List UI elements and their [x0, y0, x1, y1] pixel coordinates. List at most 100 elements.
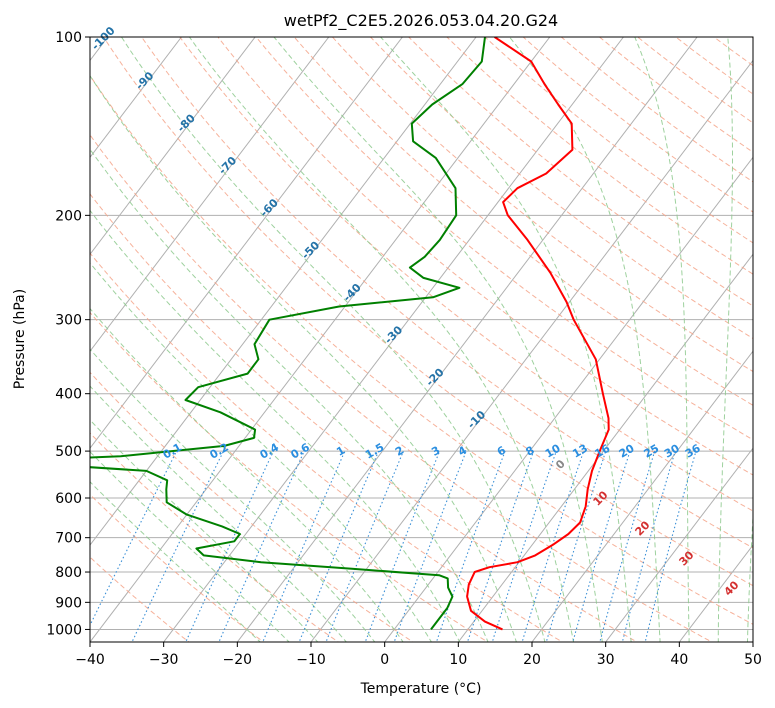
dry-adiabat-lines [90, 37, 753, 642]
moist-adiabat-label: 30 [677, 548, 697, 568]
mixing-ratio-line [364, 450, 441, 642]
mixing-ratio-line [218, 450, 305, 642]
y-axis-label: Pressure (hPa) [12, 289, 28, 389]
x-tick-label: 50 [744, 652, 762, 668]
isobar-grid [90, 37, 753, 630]
dry-adiabat-line [522, 37, 753, 213]
isotherm-line [678, 544, 753, 642]
x-tick-label: 20 [523, 652, 541, 668]
x-tick-label: −10 [296, 652, 326, 668]
mixing-ratio-label: 1.5 [363, 441, 386, 462]
dry-adiabat-line [331, 37, 753, 373]
moist-adiabat-line [90, 74, 518, 642]
mixing-ratio-line [572, 450, 631, 642]
dry-adiabat-label: -90 [133, 69, 156, 92]
x-axis-label: Temperature (°C) [360, 681, 482, 697]
dry-adiabat-line [90, 432, 340, 642]
x-tick-label: 10 [449, 652, 467, 668]
dry-adiabat-line [674, 37, 753, 95]
isotherm-line [90, 37, 403, 449]
dry-adiabat-line [636, 37, 753, 124]
mixing-ratio-line [466, 450, 535, 642]
moist-adiabat-line [509, 37, 661, 642]
y-axis-ticks: 100 200 300 400 500 600 700 800 900 1000 [46, 30, 90, 638]
isotherm-line [384, 156, 753, 642]
moist-adiabat-line [273, 37, 603, 642]
mixing-ratio-line [545, 450, 607, 642]
moist-adiabat-line [90, 262, 432, 642]
moist-adiabat-line [90, 307, 404, 642]
moist-adiabat-line [717, 37, 733, 642]
plot-area [90, 37, 753, 642]
isotherm-line [236, 37, 698, 642]
mixing-ratio-line [644, 450, 697, 642]
moist-adiabat-label: 0 [553, 457, 568, 472]
dry-adiabat-label: -100 [89, 24, 118, 53]
x-tick-label: −40 [75, 652, 105, 668]
y-tick-label: 700 [55, 531, 82, 547]
isotherm-line [457, 253, 753, 642]
dry-adiabat-line [255, 37, 753, 441]
isotherm-line [90, 37, 330, 353]
mixing-ratio-line [491, 450, 557, 642]
mixing-ratio-line [393, 450, 467, 642]
mixing-ratio-line [262, 450, 346, 642]
mixing-ratio-label: 0.2 [208, 441, 231, 462]
dry-adiabat-line [90, 252, 564, 642]
mixing-ratio-line [599, 450, 656, 642]
dry-adiabat-label: -80 [175, 111, 198, 134]
dry-adiabat-line [90, 371, 414, 642]
sounding-series [90, 37, 610, 631]
x-axis-ticks: −40 −30 −20 −10 0 10 20 30 40 50 [75, 642, 762, 668]
isotherm-line [90, 37, 256, 256]
isotherm-line [90, 37, 551, 642]
mixing-ratio-line [435, 450, 506, 642]
y-tick-label: 800 [55, 565, 82, 581]
moist-adiabat-line [90, 385, 347, 642]
y-tick-label: 400 [55, 387, 82, 403]
mixing-ratio-lines [90, 450, 697, 642]
mixing-ratio-label: 0.1 [161, 441, 184, 462]
dry-adiabat-line [90, 74, 753, 625]
dry-adiabat-line [179, 37, 753, 512]
moist-adiabat-line [90, 419, 319, 642]
y-tick-label: 500 [55, 444, 82, 460]
dry-adiabat-line [369, 37, 753, 340]
isotherm-grid [90, 37, 753, 642]
dry-adiabat-label: -50 [299, 238, 322, 261]
y-tick-label: 200 [55, 208, 82, 224]
isotherm-line [163, 37, 624, 642]
temperature-profile [466, 37, 610, 631]
mixing-ratio-line [521, 450, 585, 642]
isotherm-line [310, 59, 753, 642]
y-tick-label: 300 [55, 313, 82, 329]
mixing-ratio-label: 10 [543, 442, 563, 461]
dry-adiabat-line [408, 37, 753, 307]
dry-adiabat-line [293, 37, 753, 406]
mixing-ratio-label: 30 [662, 442, 682, 461]
plot-frame [89, 36, 754, 643]
dewpoint-profile [90, 37, 486, 631]
mixing-ratio-label: 13 [570, 442, 590, 461]
dry-adiabat-line [446, 37, 753, 275]
moist-adiabat-line [380, 37, 632, 642]
mixing-ratio-label: 20 [617, 442, 637, 461]
moist-adiabat-label: 40 [722, 578, 742, 598]
isotherm-line [90, 37, 477, 546]
mixing-ratio-label: 25 [642, 442, 662, 461]
mixing-ratio-line [325, 450, 404, 642]
dry-adiabat-line [102, 37, 753, 587]
mixing-ratio-line [131, 450, 224, 642]
isotherm-line [752, 641, 753, 642]
dry-adiabat-line [90, 134, 713, 642]
dry-adiabat-line [751, 37, 753, 39]
dry-adiabat-label: -70 [216, 154, 239, 177]
moist-adiabat-line [188, 37, 575, 642]
dry-adiabat-label: -20 [423, 366, 446, 389]
moist-adiabat-label: 10 [591, 488, 611, 508]
mixing-ratio-label: 36 [683, 442, 703, 461]
x-tick-label: 40 [670, 652, 688, 668]
y-tick-label: 100 [55, 30, 82, 46]
dry-adiabat-label: -10 [465, 408, 488, 431]
